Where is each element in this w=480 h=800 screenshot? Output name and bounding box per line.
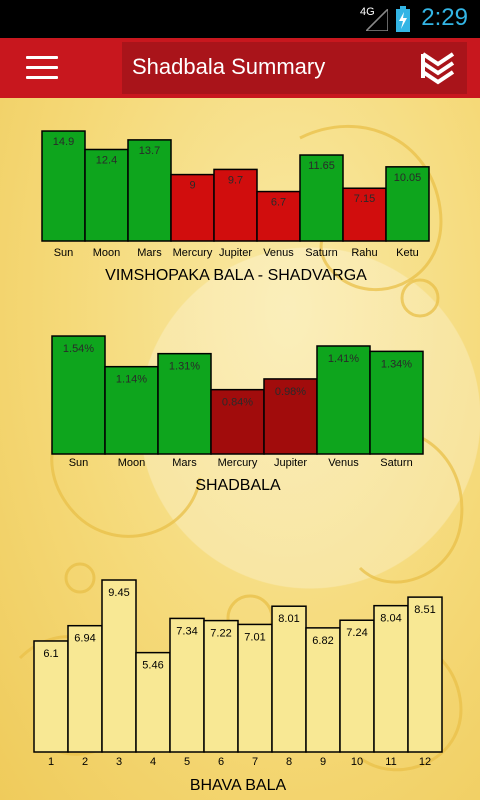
value-label: 1.31% xyxy=(169,361,200,373)
category-label: 11 xyxy=(385,756,396,768)
value-label: 8.01 xyxy=(278,613,299,625)
signal-icon xyxy=(366,9,388,31)
value-label: 7.34 xyxy=(176,625,197,637)
bar-8 xyxy=(271,605,307,753)
battery-charging-icon xyxy=(396,6,410,32)
value-label: 1.34% xyxy=(381,358,412,370)
bar-6 xyxy=(203,619,239,753)
value-label: 6.82 xyxy=(312,635,333,647)
category-label: Jupiter xyxy=(219,247,252,259)
value-label: 9 xyxy=(189,180,195,192)
category-label: Saturn xyxy=(305,247,337,259)
category-label: Moon xyxy=(118,457,146,469)
charts-canvas: 14.9 Sun 12.4 Moon 13.7 Mars 9 Mercury 9.7 Jupite… xyxy=(33,130,443,794)
value-label: 7.24 xyxy=(346,627,367,639)
value-label: 1.14% xyxy=(116,374,147,386)
title-area xyxy=(122,42,467,94)
category-label: Jupiter xyxy=(274,457,307,469)
bar-sun xyxy=(41,130,86,242)
value-label: 0.84% xyxy=(222,397,253,409)
chart-1: 14.9 Sun 12.4 Moon 13.7 Mars 9 Mercury 9.7 Jupite… xyxy=(41,130,430,284)
value-label: 7.01 xyxy=(244,631,265,643)
category-label: 8 xyxy=(286,756,292,768)
value-label: 8.51 xyxy=(414,604,435,616)
category-label: Venus xyxy=(328,457,359,469)
bar-7 xyxy=(237,623,273,753)
chart-title: VIMSHOPAKA BALA - SHADVARGA xyxy=(105,267,367,284)
network-type: 4G xyxy=(360,6,375,18)
category-label: 4 xyxy=(150,756,156,768)
bar-rahu xyxy=(342,187,387,242)
bar-moon xyxy=(104,365,159,455)
bar-4 xyxy=(135,651,171,753)
value-label: 10.05 xyxy=(394,172,422,184)
bar-2 xyxy=(67,624,103,753)
value-label: 14.9 xyxy=(53,136,74,148)
chart-title: BHAVA BALA xyxy=(190,777,287,794)
category-label: Mercury xyxy=(218,457,258,469)
value-label: 11.65 xyxy=(308,160,335,172)
value-label: 12.4 xyxy=(96,154,117,166)
hamburger-menu-icon[interactable] xyxy=(26,56,58,80)
content-area: 14.9 Sun 12.4 Moon 13.7 Mars 9 Mercury 9.7 Jupite… xyxy=(0,98,480,800)
status-bar: 4G 2:29 xyxy=(0,0,480,38)
category-label: Sun xyxy=(54,247,74,259)
category-label: 5 xyxy=(184,756,190,768)
value-label: 7.22 xyxy=(210,628,231,640)
bar-saturn xyxy=(299,154,344,242)
category-label: Ketu xyxy=(396,247,419,259)
bar-12 xyxy=(407,596,443,753)
value-label: 7.15 xyxy=(354,193,375,205)
value-label: 0.98% xyxy=(275,386,306,398)
bar-ketu xyxy=(385,166,430,242)
value-label: 5.46 xyxy=(142,660,163,672)
category-label: Moon xyxy=(93,247,121,259)
bar-3 xyxy=(101,579,137,753)
category-label: 3 xyxy=(116,756,122,768)
chart-2: 1.54% Sun 1.14% Moon 1.31% Mars 0.84% Mercury 0.… xyxy=(51,335,424,494)
bar-sun xyxy=(51,335,106,455)
value-label: 6.94 xyxy=(74,633,95,645)
category-label: 12 xyxy=(419,756,431,768)
value-label: 1.41% xyxy=(328,353,359,365)
value-label: 1.54% xyxy=(63,343,94,355)
bar-11 xyxy=(373,604,409,753)
chart-title: SHADBALA xyxy=(195,477,281,494)
page-title: Shadbala Summary xyxy=(132,54,326,79)
category-label: 2 xyxy=(82,756,88,768)
value-label: 9.7 xyxy=(228,174,243,186)
action-bar: Shadbala Summary xyxy=(0,38,480,98)
category-label: 10 xyxy=(351,756,363,768)
category-label: 9 xyxy=(320,756,326,768)
category-label: Venus xyxy=(263,247,294,259)
value-label: 13.7 xyxy=(139,145,160,157)
category-label: 1 xyxy=(48,756,54,768)
clock: 2:29 xyxy=(421,4,468,31)
value-label: 8.04 xyxy=(380,613,401,625)
bar-5 xyxy=(169,617,205,753)
category-label: Mars xyxy=(172,457,197,469)
category-label: Mars xyxy=(137,247,162,259)
value-label: 6.7 xyxy=(271,197,286,209)
bar-venus xyxy=(316,345,371,455)
bar-10 xyxy=(339,619,375,753)
category-label: Rahu xyxy=(351,247,377,259)
bar-mars xyxy=(127,139,172,242)
category-label: Mercury xyxy=(173,247,213,259)
value-label: 6.1 xyxy=(43,648,58,660)
category-label: 6 xyxy=(218,756,224,768)
value-label: 9.45 xyxy=(108,587,129,599)
category-label: Sun xyxy=(69,457,89,469)
category-label: Saturn xyxy=(380,457,412,469)
bar-saturn xyxy=(369,350,424,455)
category-label: 7 xyxy=(252,756,258,768)
layers-chevron-icon[interactable] xyxy=(420,50,456,86)
chart-3: 6.1 1 6.94 2 9.45 3 5.46 4 7.34 5 7.22 6 7.01 7 8.01 8 6… xyxy=(33,579,443,794)
